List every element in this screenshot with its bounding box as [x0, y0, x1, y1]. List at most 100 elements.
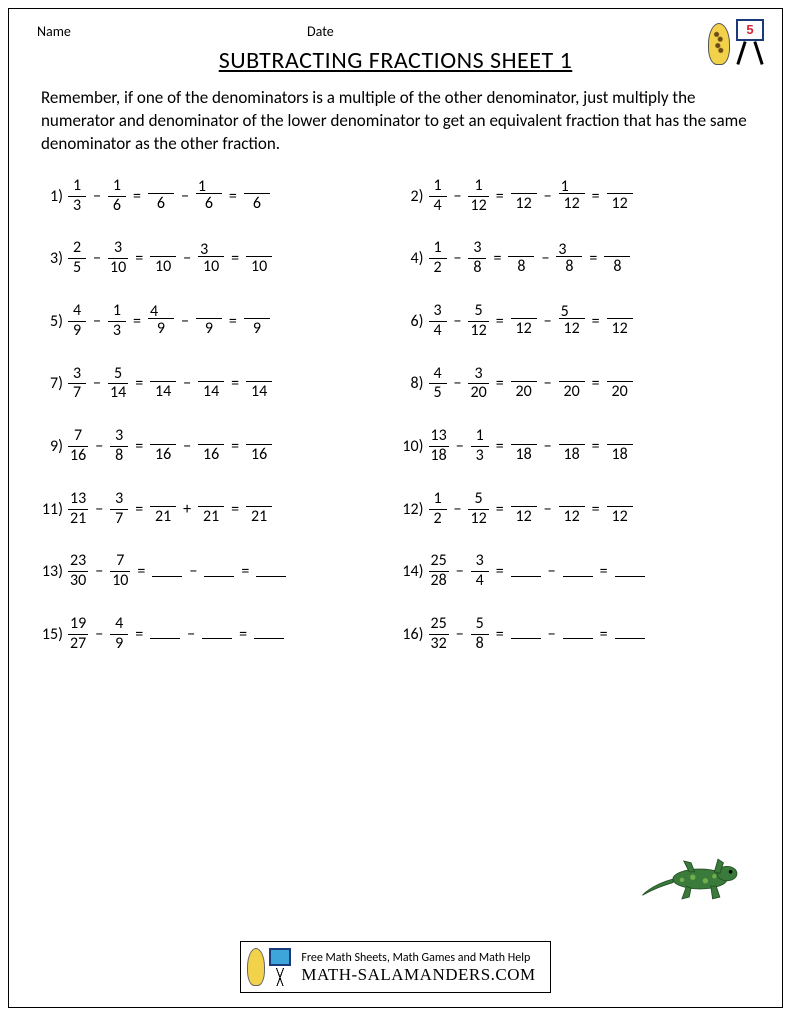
fraction: 512	[468, 491, 488, 528]
answer-blank[interactable]	[511, 629, 541, 639]
equals-op: =	[241, 562, 249, 581]
numerator: 25	[429, 616, 449, 634]
numerator-blank[interactable]	[607, 179, 633, 194]
problem-number: 5)	[37, 312, 65, 331]
mid-op: −	[189, 562, 197, 581]
numerator-blank[interactable]	[246, 242, 272, 257]
denominator: 3	[471, 446, 489, 465]
denominator: 16	[201, 445, 221, 464]
answer-blank[interactable]	[152, 567, 182, 577]
footer-box: Free Math Sheets, Math Games and Math He…	[240, 941, 550, 993]
numerator: 2	[71, 240, 83, 258]
problem: 1)13−16=6−16=6	[37, 178, 394, 215]
numerator: 1	[474, 428, 486, 446]
numerator-blank[interactable]: 3	[198, 242, 224, 257]
answer-blank[interactable]	[204, 567, 234, 577]
worksheet-page: Name Date 5 SUBTRACTING FRACTIONS SHEET …	[8, 8, 783, 1008]
answer-blank[interactable]	[563, 629, 593, 639]
numerator-blank[interactable]	[198, 430, 224, 445]
numerator-blank[interactable]	[150, 492, 176, 507]
numerator-blank[interactable]	[559, 492, 585, 507]
answer-blank[interactable]	[615, 567, 645, 577]
numerator-blank[interactable]	[244, 179, 270, 194]
numerator-blank[interactable]	[150, 242, 176, 257]
numerator-blank[interactable]: 5	[559, 304, 585, 319]
numerator-blank[interactable]	[607, 430, 633, 445]
equals-op: =	[592, 187, 600, 206]
problem-number: 4)	[398, 249, 426, 268]
fraction: 16	[108, 178, 126, 215]
answer-blank[interactable]	[150, 629, 180, 639]
numerator-blank[interactable]	[559, 430, 585, 445]
numerator-blank[interactable]	[511, 430, 537, 445]
denominator: 21	[249, 507, 269, 526]
problem-number: 10)	[398, 437, 426, 456]
numerator-blank[interactable]: 1	[196, 179, 222, 194]
equals-op: =	[592, 500, 600, 519]
numerator-blank[interactable]	[198, 367, 224, 382]
answer-blank[interactable]	[563, 567, 593, 577]
problem-number: 7)	[37, 374, 65, 393]
numerator: 3	[474, 553, 486, 571]
numerator-blank[interactable]: 1	[559, 179, 585, 194]
numerator-blank[interactable]	[511, 492, 537, 507]
denominator: 12	[468, 196, 488, 215]
numerator-blank[interactable]	[607, 304, 633, 319]
numerator-blank[interactable]	[246, 367, 272, 382]
answer-blank[interactable]	[511, 567, 541, 577]
grade-badge: 5	[708, 19, 764, 69]
numerator-blank[interactable]	[246, 430, 272, 445]
fraction: 2532	[429, 616, 449, 653]
answer-blank[interactable]	[254, 629, 284, 639]
numerator-blank[interactable]	[607, 367, 633, 382]
denominator: 7	[110, 509, 128, 528]
numerator-blank[interactable]	[511, 367, 537, 382]
mid-op: −	[187, 625, 195, 644]
minus-op: −	[456, 562, 464, 581]
numerator-blank[interactable]	[150, 367, 176, 382]
denominator: 8	[608, 257, 626, 276]
numerator-blank[interactable]	[604, 242, 630, 257]
leopard-icon	[708, 23, 730, 65]
problem: 10)1318−13=18−18=18	[398, 428, 755, 465]
equals-op: =	[133, 312, 141, 331]
answer-blank[interactable]	[615, 629, 645, 639]
equals-op: =	[496, 437, 504, 456]
problem-number: 1)	[37, 187, 65, 206]
denominator: 10	[249, 257, 269, 276]
fraction: 49	[68, 303, 86, 340]
denominator: 10	[153, 257, 173, 276]
numerator-blank[interactable]: 4	[148, 304, 174, 319]
denominator: 8	[471, 634, 489, 653]
denominator: 5	[68, 258, 86, 277]
numerator: 5	[473, 303, 485, 321]
numerator-blank[interactable]: 3	[556, 242, 582, 257]
fraction-blank: 20	[607, 367, 633, 401]
numerator-blank[interactable]	[148, 179, 174, 194]
fraction: 716	[68, 428, 88, 465]
numerator-blank[interactable]	[607, 492, 633, 507]
denominator: 2	[429, 258, 447, 277]
fraction: 112	[468, 178, 488, 215]
answer-blank[interactable]	[202, 629, 232, 639]
numerator: 5	[474, 616, 486, 634]
numerator-blank[interactable]	[198, 492, 224, 507]
denominator: 9	[68, 321, 86, 340]
header-row: Name Date	[37, 23, 754, 40]
denominator: 14	[249, 382, 269, 401]
fraction: 2330	[68, 553, 88, 590]
equals-op: =	[496, 312, 504, 331]
numerator-blank[interactable]	[196, 304, 222, 319]
numerator-blank[interactable]	[511, 179, 537, 194]
numerator-blank[interactable]	[246, 492, 272, 507]
numerator-blank[interactable]	[244, 304, 270, 319]
fraction-blank: 8	[604, 242, 630, 276]
numerator-blank[interactable]	[508, 242, 534, 257]
numerator-blank[interactable]	[150, 430, 176, 445]
numerator-blank[interactable]	[511, 304, 537, 319]
answer-blank[interactable]	[256, 567, 286, 577]
fraction-blank: 20	[559, 367, 585, 401]
numerator-blank[interactable]	[559, 367, 585, 382]
denominator: 21	[201, 507, 221, 526]
fraction: 58	[471, 616, 489, 653]
